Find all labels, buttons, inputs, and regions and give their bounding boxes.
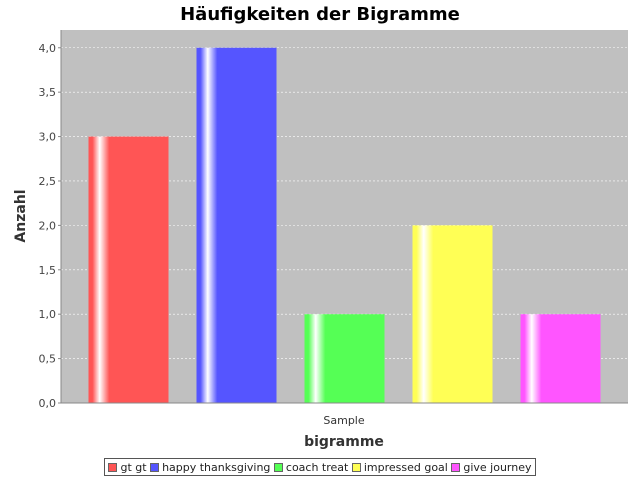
y-tick-label: 2,0 [39, 219, 57, 232]
y-tick-label: 1,0 [39, 308, 57, 321]
legend-item: impressed goal [351, 460, 448, 474]
legend-label: gt gt [120, 460, 147, 474]
legend: gt gt happy thanksgiving coach treat impres… [104, 458, 536, 476]
legend-item: give journey [451, 460, 532, 474]
legend-label: coach treat [285, 460, 349, 474]
x-axis-label: bigramme [304, 434, 384, 450]
legend-label: impressed goal [363, 460, 448, 474]
bar-happy-thanksgiving [196, 47, 277, 404]
legend-label: give journey [463, 460, 532, 474]
x-category-label: Sample [323, 414, 364, 427]
legend-label: happy thanksgiving [162, 460, 271, 474]
legend-swatch [451, 462, 461, 472]
bar-coach-treat [304, 314, 385, 403]
legend-swatch [108, 462, 118, 472]
legend-item: coach treat [273, 460, 349, 474]
bar-impressed-goal [412, 225, 493, 403]
chart-title: Häufigkeiten der Bigramme [180, 4, 460, 25]
legend-swatch [273, 462, 283, 472]
legend-item: gt gt [108, 460, 147, 474]
bars [88, 47, 601, 404]
y-tick-labels: 0,0 0,5 1,0 1,5 2,0 2,5 3,0 3,5 4,0 [39, 42, 61, 410]
y-tick-label: 3,0 [39, 131, 57, 144]
bar-chart: 0,0 0,5 1,0 1,5 2,0 2,5 3,0 3,5 4,0 Sample bigra… [13, 30, 628, 450]
legend-swatch [351, 462, 361, 472]
y-axis-label: Anzahl [13, 189, 29, 242]
legend-item: happy thanksgiving [150, 461, 270, 474]
bar-gt-gt [88, 136, 169, 404]
y-tick-label: 2,5 [39, 175, 57, 188]
bar-give-journey [520, 314, 601, 403]
y-tick-label: 0,0 [39, 397, 57, 410]
legend-swatch [150, 462, 160, 472]
y-tick-label: 3,5 [39, 86, 57, 99]
y-tick-label: 0,5 [39, 353, 57, 366]
y-tick-label: 1,5 [39, 264, 57, 277]
y-tick-label: 4,0 [39, 42, 57, 55]
